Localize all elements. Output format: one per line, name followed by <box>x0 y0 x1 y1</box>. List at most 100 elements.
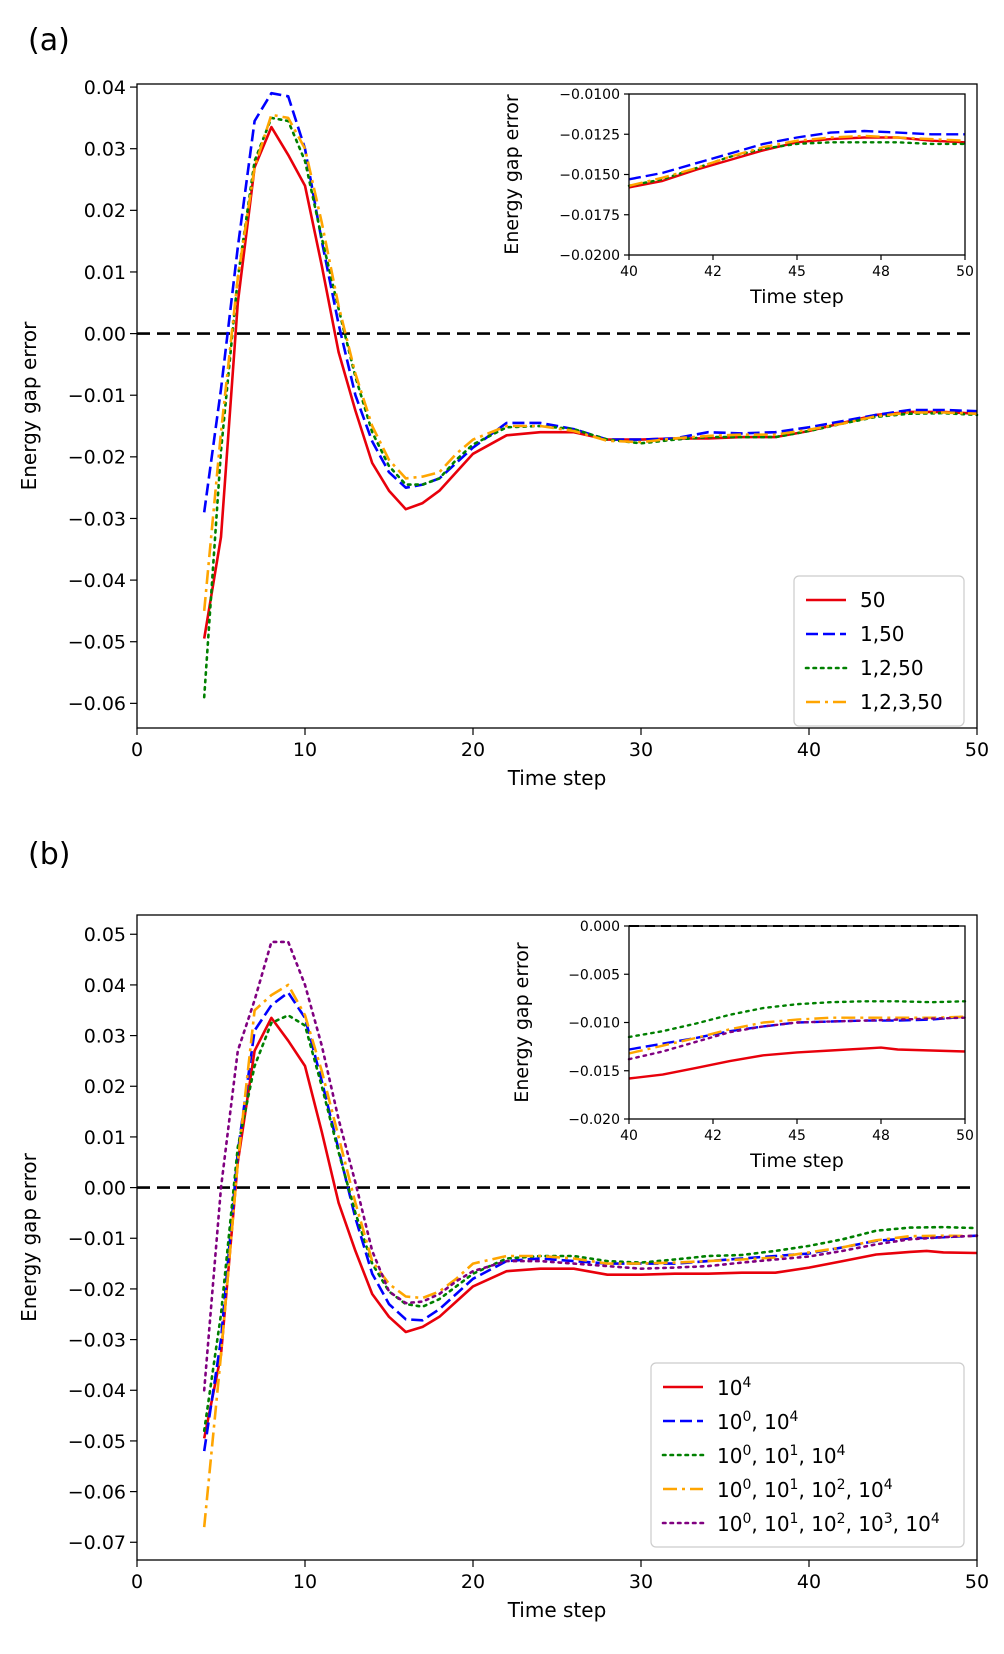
legend-label-1: 1,50 <box>860 622 905 646</box>
legend-exponent: 4 <box>884 1477 893 1493</box>
legend-label-3: 100, 101, 102, 104 <box>717 1477 893 1502</box>
inset-y-tick-label: 0.000 <box>580 919 620 935</box>
inset-series-line-3 <box>628 134 966 187</box>
legend-box <box>650 1362 965 1548</box>
series-line-1 <box>202 91 978 513</box>
legend-label-2: 1,2,50 <box>860 656 924 680</box>
inset-y-tick-label: −0.010 <box>568 1016 620 1032</box>
legend-exponent: 2 <box>837 1477 846 1493</box>
legend-separator: , <box>751 1410 764 1434</box>
legend-exponent: 2 <box>837 1511 846 1527</box>
legend-label-1: 100, 104 <box>717 1409 799 1434</box>
inset-x-tick-label: 42 <box>704 264 722 280</box>
legend-base: 10 <box>858 1478 883 1502</box>
inset-x-axis-label: Time step <box>749 1150 844 1172</box>
legend-exponent: 0 <box>742 1477 751 1493</box>
inset-x-tick-label: 42 <box>704 1128 722 1144</box>
y-tick-label: −0.05 <box>68 632 126 654</box>
panel-a-label: (a) <box>28 23 70 58</box>
legend-separator: , <box>798 1444 811 1468</box>
y-tick-label: 0.01 <box>84 1127 126 1149</box>
legend-base: 10 <box>764 1512 789 1536</box>
panel-a-inset: 40 42 45 48 50 −0.0100 −0.0125 −0.0150 −0.0175 −0… <box>501 87 974 308</box>
panel-a-legend: 50 1,50 1,2,50 1,2,3,50 <box>793 575 965 727</box>
x-tick-label: 50 <box>965 739 989 761</box>
y-tick-label: 0.03 <box>84 139 126 161</box>
series-line-3 <box>202 983 978 1528</box>
legend-label-3: 1,2,3,50 <box>860 690 943 714</box>
legend-separator: , <box>846 1478 859 1502</box>
x-tick-label: 30 <box>629 739 653 761</box>
legend-exponent: 4 <box>742 1375 751 1391</box>
x-tick-label: 40 <box>797 739 821 761</box>
y-tick-label: −0.03 <box>68 508 126 530</box>
legend-base: 10 <box>717 1410 742 1434</box>
x-tick-label: 10 <box>293 739 317 761</box>
legend-label-2: 100, 101, 104 <box>717 1443 846 1468</box>
legend-exponent: 1 <box>790 1443 799 1459</box>
inset-series-line-2 <box>627 1000 967 1039</box>
y-axis-label: Energy gap error <box>17 1152 41 1322</box>
legend-exponent: 0 <box>742 1443 751 1459</box>
x-tick-label: 50 <box>965 1571 989 1593</box>
inset-y-tick-label: −0.020 <box>568 1112 620 1128</box>
inset-y-axis-label: Energy gap error <box>501 94 523 255</box>
series-line-2 <box>202 1013 979 1433</box>
legend-separator: , <box>798 1478 811 1502</box>
y-tick-label: 0.02 <box>84 1076 126 1098</box>
legend-label-0: 104 <box>717 1375 751 1400</box>
series-line-0 <box>202 1016 978 1439</box>
y-tick-label: 0.05 <box>84 924 126 946</box>
legend-base: 10 <box>905 1512 930 1536</box>
x-tick-label: 0 <box>131 739 143 761</box>
inset-x-tick-label: 45 <box>788 1128 806 1144</box>
inset-y-tick-label: −0.0150 <box>559 168 620 184</box>
y-tick-label: 0.00 <box>84 1177 126 1199</box>
inset-x-tick-label: 45 <box>788 264 806 280</box>
inset-series-line-4 <box>627 1016 967 1061</box>
inset-series-line-0 <box>628 136 966 189</box>
x-tick-label: 10 <box>293 1571 317 1593</box>
legend-base: 10 <box>811 1478 836 1502</box>
inset-x-tick-label: 48 <box>872 1128 890 1144</box>
y-tick-label: −0.05 <box>68 1431 126 1453</box>
x-tick-label: 20 <box>461 739 485 761</box>
inset-y-tick-label: −0.005 <box>568 967 620 983</box>
legend-base: 10 <box>717 1376 742 1400</box>
legend-separator: , <box>846 1512 859 1536</box>
inset-series-line-3 <box>628 1015 966 1055</box>
legend-base: 10 <box>717 1512 742 1536</box>
legend-exponent: 3 <box>884 1511 893 1527</box>
y-tick-label: 0.00 <box>84 323 126 345</box>
frame <box>136 83 978 729</box>
inset-y-axis-label: Energy gap error <box>511 942 533 1103</box>
inset-x-tick-label: 40 <box>620 264 638 280</box>
legend-base: 10 <box>764 1410 789 1434</box>
legend-base: 10 <box>858 1512 883 1536</box>
series-line-4 <box>202 940 979 1392</box>
legend-exponent: 1 <box>790 1511 799 1527</box>
legend-base: 10 <box>811 1512 836 1536</box>
legend-base: 10 <box>764 1444 789 1468</box>
legend-exponent: 4 <box>931 1511 940 1527</box>
legend-exponent: 4 <box>837 1443 846 1459</box>
y-tick-label: −0.06 <box>68 1481 126 1503</box>
x-tick-label: 0 <box>131 1571 143 1593</box>
y-tick-label: −0.06 <box>68 693 126 715</box>
y-tick-label: −0.02 <box>68 1279 126 1301</box>
legend-base: 10 <box>811 1444 836 1468</box>
inset-x-axis-label: Time step <box>749 286 844 308</box>
inset-series-line-1 <box>628 129 965 181</box>
legend-exponent: 0 <box>742 1511 751 1527</box>
inset-series-line-2 <box>627 141 967 188</box>
x-tick-label: 30 <box>629 1571 653 1593</box>
panel-a-plot: 0 10 20 30 40 50 0.04 0.03 0.02 0.01 0.00 −0.01 −0.0… <box>17 77 989 790</box>
series-line-3 <box>202 113 978 612</box>
x-axis-label: Time step <box>507 766 607 790</box>
y-tick-label: 0.01 <box>84 262 126 284</box>
x-tick-label: 40 <box>797 1571 821 1593</box>
inset-x-tick-label: 48 <box>872 264 890 280</box>
inset-series-line-0 <box>628 1046 966 1080</box>
